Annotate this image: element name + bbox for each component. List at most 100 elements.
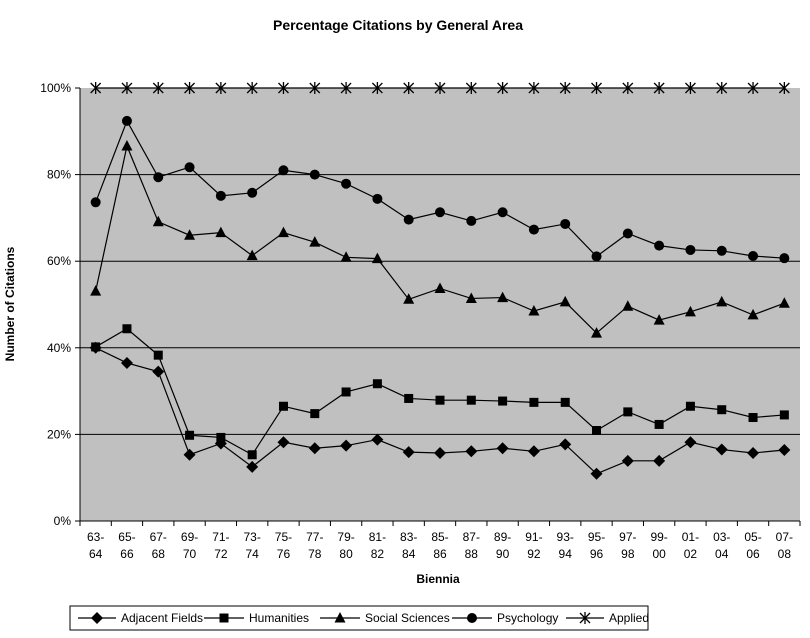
data-point-psychology bbox=[247, 187, 258, 198]
x-tick-label: 81-82 bbox=[369, 530, 386, 561]
data-point-applied bbox=[121, 82, 133, 94]
data-point-social-sciences bbox=[778, 297, 790, 308]
data-point-psychology bbox=[622, 228, 633, 239]
data-point-humanities bbox=[685, 401, 695, 411]
data-point-humanities bbox=[91, 342, 101, 352]
data-point-social-sciences bbox=[434, 282, 446, 293]
data-point-applied bbox=[403, 82, 415, 94]
data-point-social-sciences bbox=[528, 304, 540, 316]
legend-marker-adjacent-fields bbox=[91, 612, 103, 624]
x-axis: 63-64 65-66 67-68 69-70 71-72 73-74 75-76 77-78… bbox=[79, 520, 801, 561]
data-point-social-sciences bbox=[653, 314, 665, 325]
data-point-adjacent-fields bbox=[496, 442, 509, 455]
y-tick-label: 80% bbox=[47, 168, 71, 182]
y-tick-label: 0% bbox=[54, 514, 72, 528]
data-point-psychology bbox=[435, 207, 445, 218]
data-point-psychology bbox=[560, 218, 571, 229]
data-point-social-sciences bbox=[90, 285, 102, 296]
data-point-psychology bbox=[591, 251, 602, 262]
data-point-applied bbox=[497, 82, 509, 94]
data-point-psychology bbox=[121, 115, 132, 126]
data-point-humanities bbox=[717, 405, 727, 415]
data-point-adjacent-fields bbox=[527, 445, 540, 458]
legend-label-humanities: Humanities bbox=[249, 611, 309, 625]
data-point-adjacent-fields bbox=[747, 447, 760, 460]
data-point-humanities bbox=[247, 450, 257, 460]
x-tick-label: 01-02 bbox=[682, 530, 699, 561]
data-point-humanities bbox=[216, 432, 226, 442]
data-point-psychology bbox=[654, 240, 665, 251]
data-point-social-sciences bbox=[747, 308, 759, 320]
data-point-social-sciences bbox=[309, 236, 321, 247]
data-point-social-sciences bbox=[622, 300, 634, 311]
legend-marker-humanities bbox=[219, 613, 229, 623]
data-point-applied bbox=[215, 82, 227, 94]
data-point-applied bbox=[465, 82, 477, 94]
data-point-psychology bbox=[341, 178, 352, 189]
x-axis-title: Biennia bbox=[416, 572, 460, 586]
y-axis: 0% 20% 40% 60% 80% 100% bbox=[40, 81, 81, 528]
x-tick-label: 83-84 bbox=[400, 530, 417, 561]
legend-marker-psychology bbox=[467, 613, 477, 623]
data-point-social-sciences bbox=[152, 215, 164, 227]
data-point-psychology bbox=[685, 244, 696, 255]
data-point-psychology bbox=[90, 197, 101, 208]
data-point-humanities bbox=[592, 426, 602, 436]
data-point-humanities bbox=[372, 379, 382, 389]
data-point-psychology bbox=[309, 169, 320, 180]
data-point-humanities bbox=[498, 396, 508, 406]
data-point-humanities bbox=[560, 397, 570, 407]
y-tick-label: 60% bbox=[47, 254, 71, 268]
data-point-adjacent-fields bbox=[653, 454, 666, 467]
data-point-humanities bbox=[529, 397, 539, 407]
data-point-applied bbox=[747, 82, 759, 94]
data-point-social-sciences bbox=[184, 229, 196, 240]
data-point-social-sciences bbox=[403, 293, 415, 304]
data-point-applied bbox=[528, 82, 540, 94]
data-point-psychology bbox=[466, 215, 477, 226]
legend-label-social-sciences: Social Sciences bbox=[365, 611, 450, 625]
x-tick-label: 99-00 bbox=[650, 530, 667, 561]
data-point-psychology bbox=[215, 190, 226, 201]
legend-marker-social-sciences bbox=[334, 612, 346, 623]
x-tick-label: 67-68 bbox=[150, 530, 167, 561]
data-point-humanities bbox=[748, 413, 758, 423]
data-point-psychology bbox=[779, 253, 790, 264]
legend-label-adjacent-fields: Adjacent Fields bbox=[121, 611, 203, 625]
data-point-humanities bbox=[278, 401, 288, 411]
data-point-applied bbox=[340, 82, 352, 94]
series-humanities bbox=[91, 324, 789, 460]
data-point-humanities bbox=[185, 430, 195, 440]
series-social-sciences bbox=[90, 140, 790, 338]
x-tick-label: 03-04 bbox=[713, 530, 730, 561]
y-axis-title: Number of Citations bbox=[3, 246, 17, 361]
data-point-applied bbox=[434, 82, 446, 94]
data-point-applied bbox=[653, 82, 665, 94]
data-point-adjacent-fields bbox=[277, 436, 290, 449]
data-point-applied bbox=[246, 82, 258, 94]
legend-box bbox=[69, 605, 649, 631]
data-point-humanities bbox=[153, 350, 163, 360]
data-point-humanities bbox=[779, 410, 789, 420]
data-point-psychology bbox=[372, 193, 383, 204]
data-point-applied bbox=[622, 82, 634, 94]
data-point-psychology bbox=[278, 165, 289, 176]
x-tick-label: 85-86 bbox=[431, 530, 448, 561]
data-point-applied bbox=[90, 82, 102, 94]
data-point-applied bbox=[778, 82, 790, 94]
data-point-social-sciences bbox=[591, 327, 603, 338]
data-point-applied bbox=[309, 82, 321, 94]
gridlines bbox=[80, 174, 800, 435]
data-point-psychology bbox=[184, 162, 195, 173]
data-point-psychology bbox=[748, 251, 759, 262]
series-psychology bbox=[90, 115, 790, 264]
x-tick-label: 69-70 bbox=[181, 530, 198, 561]
legend: Adjacent Fields Humanities Social Sciences… bbox=[69, 605, 649, 631]
data-point-humanities bbox=[341, 387, 351, 397]
y-tick-label: 100% bbox=[40, 81, 71, 95]
data-point-humanities bbox=[654, 419, 664, 429]
x-tick-label: 79-80 bbox=[337, 530, 354, 561]
data-point-psychology bbox=[528, 224, 539, 235]
legend-label-psychology: Psychology bbox=[497, 611, 558, 625]
